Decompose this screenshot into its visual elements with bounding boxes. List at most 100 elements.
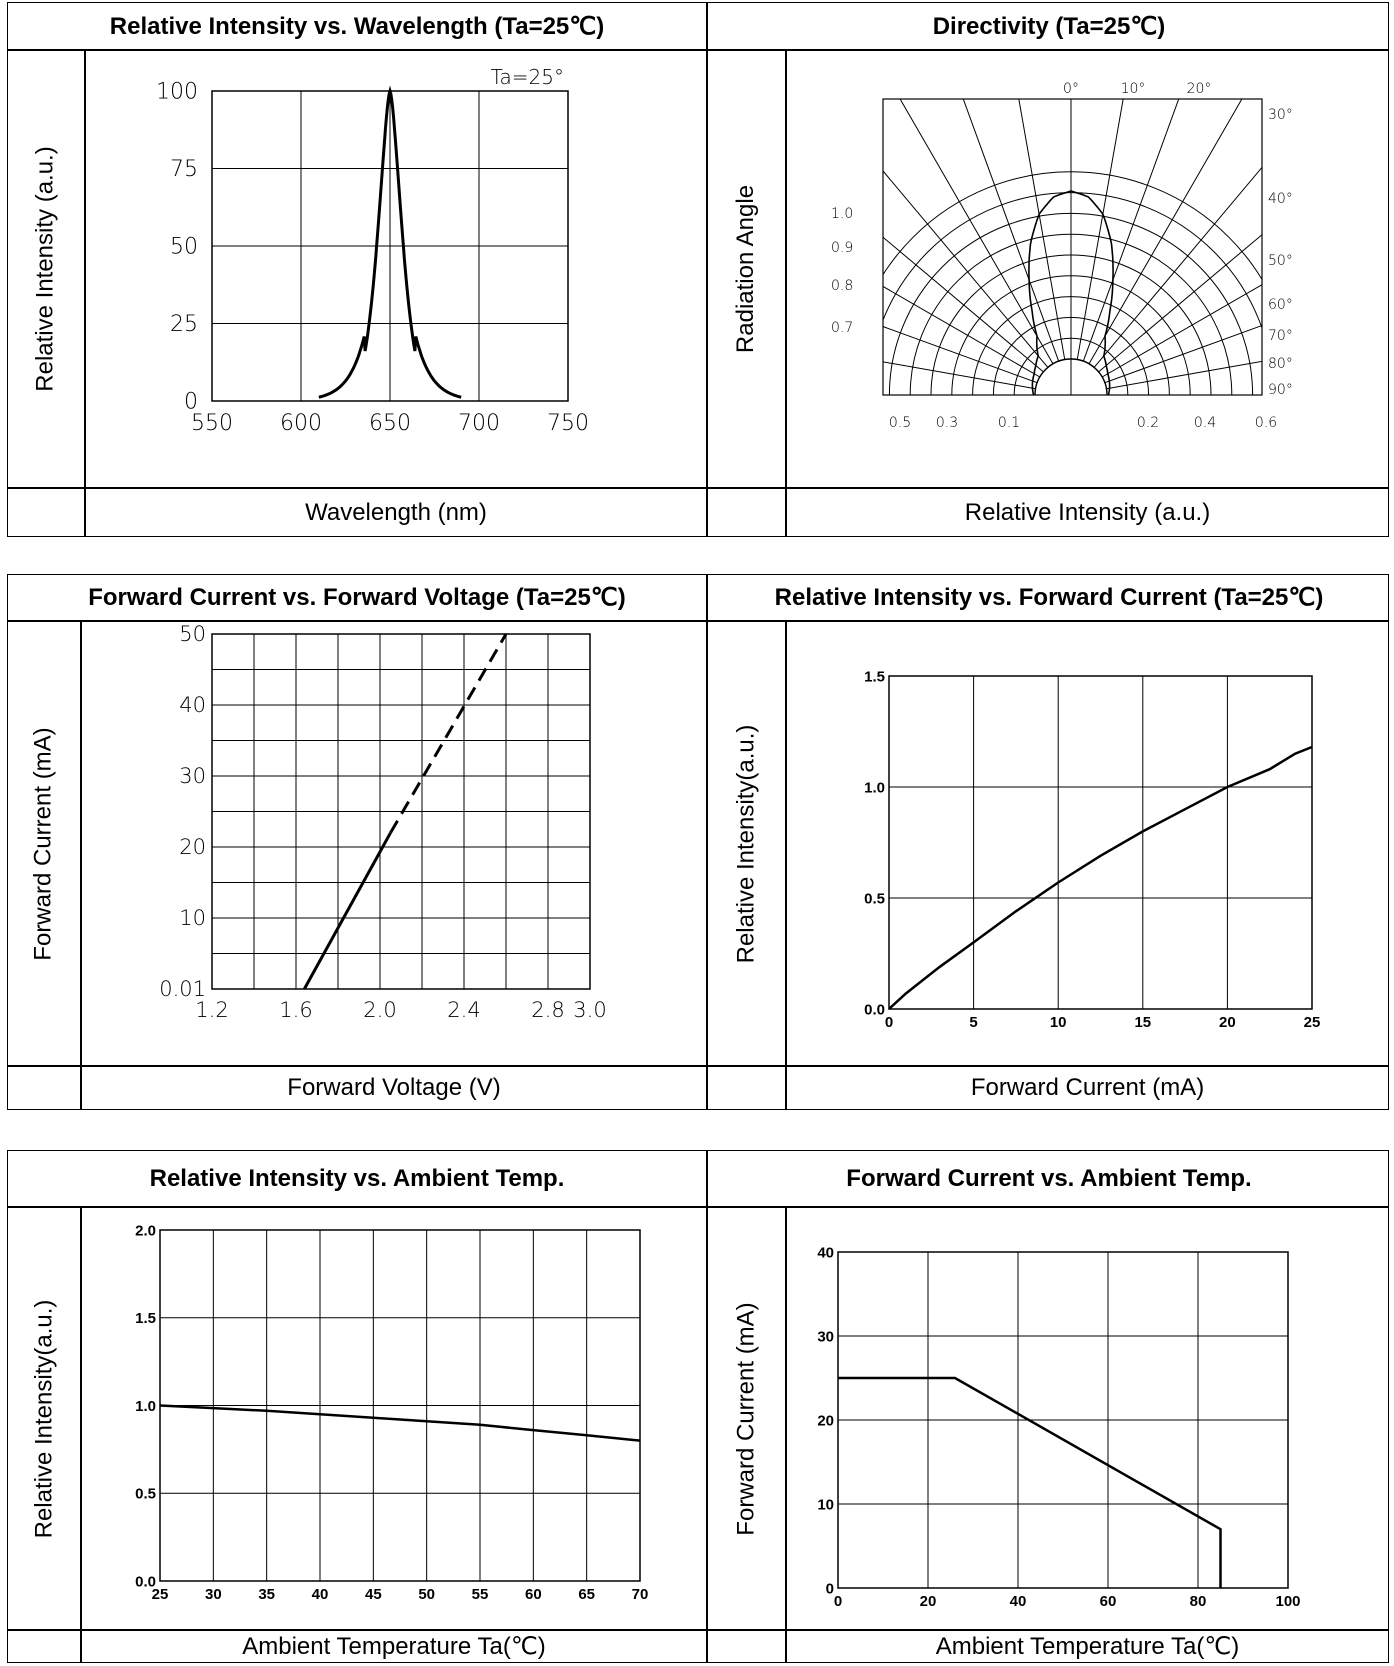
chart-title: Directivity (Ta=25℃) <box>932 12 1166 40</box>
y-tick-label: 1.5 <box>864 668 885 685</box>
y-axis-label: Relative Intensity(a.u.) <box>732 724 760 963</box>
x-axis-label: Forward Voltage (V) <box>287 1074 501 1101</box>
x-tick-label: 30 <box>205 1586 222 1603</box>
angle-tick-label: 90° <box>1268 382 1293 398</box>
intensity-current-chart: 0 5 10 15 20 25 0.0 0.5 1.0 1.5 <box>864 668 1321 1031</box>
x-tick-label: 1.2 <box>195 998 228 1022</box>
y-tick-label: 75 <box>170 157 198 182</box>
radius-tick-label: 0.4 <box>1194 415 1216 431</box>
y-axis-label: Relative Intensity (a.u.) <box>32 146 59 392</box>
y-tick-label: 50 <box>170 235 198 260</box>
x-tick-label: 80 <box>1190 1593 1207 1610</box>
radius-tick-label: 0.1 <box>998 415 1020 431</box>
divider <box>8 1065 1388 1067</box>
intensity-temp-chart: 25 30 35 40 45 50 55 60 65 70 0.0 0.5 1.0 1.5 2.0 <box>135 1222 648 1603</box>
x-tick-label: 40 <box>1010 1593 1027 1610</box>
y-tick-label: 30 <box>179 764 206 788</box>
angle-tick-label: 20° <box>1187 81 1212 97</box>
y-tick-label: 1.0 <box>135 1398 156 1415</box>
divider <box>84 50 86 536</box>
x-tick-label: 45 <box>365 1586 382 1603</box>
x-tick-label: 100 <box>1275 1593 1300 1610</box>
angle-line <box>883 361 1036 390</box>
angle-tick-label: 30° <box>1268 107 1293 123</box>
chart-title: Forward Current vs. Ambient Temp. <box>846 1164 1252 1192</box>
x-axis-label: Wavelength (nm) <box>305 498 487 526</box>
divider <box>785 621 787 1109</box>
radius-tick-label: 0.9 <box>831 240 853 256</box>
radius-tick-label: 0.8 <box>831 278 853 294</box>
series-line <box>318 85 462 399</box>
radiation-pattern <box>1028 190 1114 396</box>
y-axis-label: Forward Current (mA) <box>30 726 57 961</box>
x-tick-label: 60 <box>525 1586 542 1603</box>
chart-panel-row-1: Relative Intensity vs. Wavelength (Ta=25… <box>7 2 1389 537</box>
x-tick-label: 20 <box>1219 1014 1236 1031</box>
x-tick-label: 65 <box>578 1586 595 1603</box>
y-tick-label: 0.5 <box>135 1486 156 1503</box>
y-tick-label: 30 <box>817 1328 834 1345</box>
y-tick-label: 50 <box>179 622 206 646</box>
series-line <box>888 745 1313 1010</box>
angle-line <box>1106 360 1262 390</box>
y-axis-label: Forward Current (mA) <box>732 1301 760 1536</box>
x-tick-label: 750 <box>547 411 589 436</box>
x-tick-label: 25 <box>1304 1014 1321 1031</box>
x-tick-label: 20 <box>920 1593 937 1610</box>
angle-line <box>1018 99 1066 360</box>
angle-line <box>962 99 1060 362</box>
chart-title: Relative Intensity vs. Ambient Temp. <box>149 1164 565 1192</box>
divider <box>8 487 1388 489</box>
divider <box>785 1207 787 1662</box>
divider <box>80 1207 82 1662</box>
y-tick-label: 2.0 <box>135 1222 156 1239</box>
x-axis-label: Ambient Temperature Ta(℃) <box>242 1633 546 1660</box>
angle-tick-label: 70° <box>1268 328 1293 344</box>
polar-grid <box>883 99 1262 395</box>
radius-tick-label: 1.0 <box>831 206 853 222</box>
y-tick-label: 20 <box>179 835 206 859</box>
y-tick-label: 40 <box>179 693 206 717</box>
center-arc <box>1034 358 1108 396</box>
x-tick-label: 3.0 <box>573 998 606 1022</box>
y-tick-label: 1.0 <box>864 779 885 796</box>
angle-tick-label: 50° <box>1268 253 1293 269</box>
angle-line <box>883 170 1049 368</box>
x-tick-label: 700 <box>458 411 500 436</box>
y-tick-label: 0.0 <box>135 1573 156 1590</box>
forward-voltage-chart: 1.2 1.6 2.0 2.4 2.8 3.0 0.01 10 20 30 40 50 <box>159 622 606 1022</box>
divider <box>706 3 708 536</box>
current-temp-chart: 0 20 40 60 80 100 0 10 20 30 40 <box>817 1244 1300 1610</box>
divider <box>8 1206 1388 1208</box>
radius-tick-label: 0.5 <box>889 415 911 431</box>
y-tick-label: 0 <box>826 1580 834 1597</box>
x-tick-label: 1.6 <box>279 998 312 1022</box>
divider <box>8 620 1388 622</box>
angle-line <box>1104 324 1262 384</box>
y-axis-label: Radiation Angle <box>732 184 760 354</box>
y-tick-label: 0 <box>184 390 198 415</box>
angle-line <box>1098 234 1262 373</box>
x-tick-label: 5 <box>969 1014 977 1031</box>
y-tick-label: 20 <box>817 1412 834 1429</box>
divider <box>706 1151 708 1662</box>
x-tick-label: 550 <box>191 411 233 436</box>
y-tick-label: 100 <box>156 80 198 105</box>
angle-line <box>1093 166 1262 368</box>
x-tick-label: 0 <box>834 1593 842 1610</box>
angle-line <box>1101 284 1262 378</box>
x-tick-label: 50 <box>418 1586 435 1603</box>
x-axis-label: Forward Current (mA) <box>970 1074 1205 1101</box>
divider <box>8 49 1388 51</box>
chart-title: Relative Intensity vs. Wavelength (Ta=25… <box>109 12 605 40</box>
plot-frame <box>837 1251 1289 1589</box>
radius-tick-label: 0.2 <box>1137 415 1159 431</box>
angle-tick-label: 0° <box>1063 81 1079 97</box>
x-tick-label: 2.4 <box>447 998 480 1022</box>
angle-line <box>883 236 1044 373</box>
chart-panel-row-2: Forward Current vs. Forward Voltage (Ta=… <box>7 574 1389 1110</box>
series-line <box>159 1404 641 1442</box>
y-tick-label: 10 <box>179 906 206 930</box>
angle-tick-label: 80° <box>1268 356 1293 372</box>
chart-title: Relative Intensity vs. Forward Current (… <box>774 584 1324 611</box>
